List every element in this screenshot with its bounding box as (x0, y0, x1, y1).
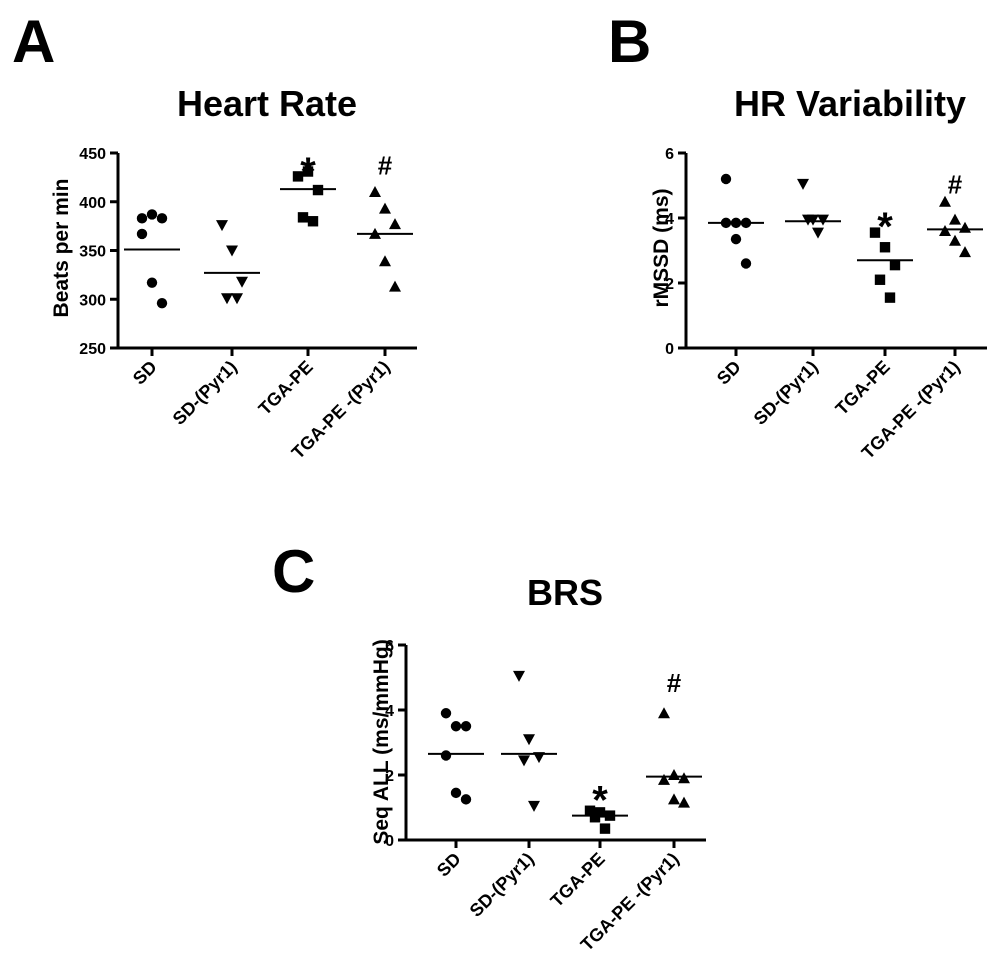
y-axis-label: rMSSD (ms) (650, 188, 673, 307)
data-point (879, 242, 891, 253)
y-tick-label: 4 (665, 211, 674, 228)
data-point (231, 293, 243, 305)
data-point (226, 245, 238, 257)
y-tick-label: 2 (665, 276, 674, 293)
x-tick-label: SD-(Pyr1) (169, 357, 241, 429)
y-tick-label: 300 (79, 292, 106, 309)
data-point (221, 293, 233, 305)
data-point (389, 218, 401, 230)
data-point (460, 794, 472, 805)
data-point (678, 796, 690, 808)
x-tick-label: TGA-PE (255, 357, 317, 419)
data-point (812, 227, 824, 239)
y-tick-label: 2 (385, 768, 394, 785)
panel-letter: B (608, 8, 651, 75)
data-point (720, 173, 732, 185)
data-point (874, 274, 886, 285)
panel-a: A Heart Rate Beats per min 250 300 350 400 4… (12, 8, 417, 463)
x-tick-label: TGA-PE (547, 849, 609, 911)
chart-title: Heart Rate (177, 83, 357, 124)
data-point (797, 178, 809, 190)
data-point (658, 707, 670, 719)
y-tick-label: 400 (79, 195, 106, 212)
data-point (599, 823, 611, 834)
data-point (236, 276, 248, 288)
data-point (889, 259, 901, 271)
y-tick-label: 0 (385, 833, 394, 850)
data-point (939, 195, 951, 207)
y-axis-label: Beats per min (50, 179, 73, 318)
data-point (450, 721, 462, 732)
x-tick-label: SD-(Pyr1) (750, 357, 822, 429)
data-point (817, 214, 829, 226)
data-point (460, 721, 472, 732)
data-point (668, 769, 680, 780)
y-tick-label: 450 (79, 146, 106, 163)
data-point (136, 213, 148, 224)
data-point (939, 225, 951, 236)
data-point (146, 277, 158, 288)
x-tick-label: SD (129, 357, 161, 389)
significance-marker: * (592, 778, 608, 822)
y-tick-label: 6 (385, 638, 394, 655)
data-point (292, 171, 304, 182)
data-point (440, 708, 452, 719)
data-point (146, 209, 158, 220)
data-point (869, 227, 881, 238)
data-point (658, 773, 670, 785)
data-point (589, 812, 601, 823)
significance-marker: # (948, 170, 963, 200)
data-point (802, 214, 814, 226)
data-point (740, 258, 752, 269)
panel-letter: C (272, 538, 315, 605)
data-point (959, 221, 971, 233)
y-tick-label: 6 (665, 146, 674, 163)
x-tick-label: SD-(Pyr1) (466, 849, 538, 921)
x-tick-label: TGA-PE (832, 357, 894, 419)
data-point (450, 787, 462, 799)
data-point (513, 670, 525, 682)
significance-marker: * (300, 150, 316, 194)
data-point (307, 216, 319, 227)
x-tick-label: SD (713, 357, 745, 389)
data-point (156, 213, 168, 224)
data-point (302, 166, 314, 177)
y-tick-label: 0 (665, 341, 674, 358)
data-point (440, 750, 452, 761)
data-point (156, 297, 168, 309)
y-tick-label: 350 (79, 244, 106, 261)
data-point (136, 228, 148, 240)
data-point (959, 246, 971, 258)
y-tick-label: 4 (385, 703, 394, 720)
data-point (369, 186, 381, 197)
panel-c: C BRS Seq ALL (ms/mmHg) 0 2 4 6 SD SD-(Pyr1) T… (272, 538, 706, 955)
significance-marker: # (667, 668, 682, 698)
data-point (379, 255, 391, 267)
y-tick-label: 250 (79, 341, 106, 358)
data-point (730, 233, 742, 245)
data-point (216, 220, 228, 232)
data-point (379, 202, 391, 214)
data-point (297, 212, 309, 223)
data-point (949, 234, 961, 246)
significance-marker: # (378, 151, 393, 181)
data-point (389, 280, 401, 292)
data-point (949, 213, 961, 225)
significance-marker: * (877, 205, 893, 249)
panel-b: B HR Variability rMSSD (ms) 0 2 4 6 SD SD-(Py… (608, 8, 987, 463)
data-point (678, 772, 690, 784)
chart-title: BRS (527, 572, 603, 613)
chart-title: HR Variability (734, 83, 966, 124)
data-point (668, 793, 680, 805)
y-axis-label: Seq ALL (ms/mmHg) (370, 639, 393, 844)
data-point (518, 755, 530, 767)
data-point (528, 800, 540, 812)
x-tick-label: SD (433, 849, 465, 881)
data-point (884, 292, 896, 303)
data-point (584, 805, 596, 816)
data-point (523, 734, 535, 746)
panel-letter: A (12, 8, 55, 75)
